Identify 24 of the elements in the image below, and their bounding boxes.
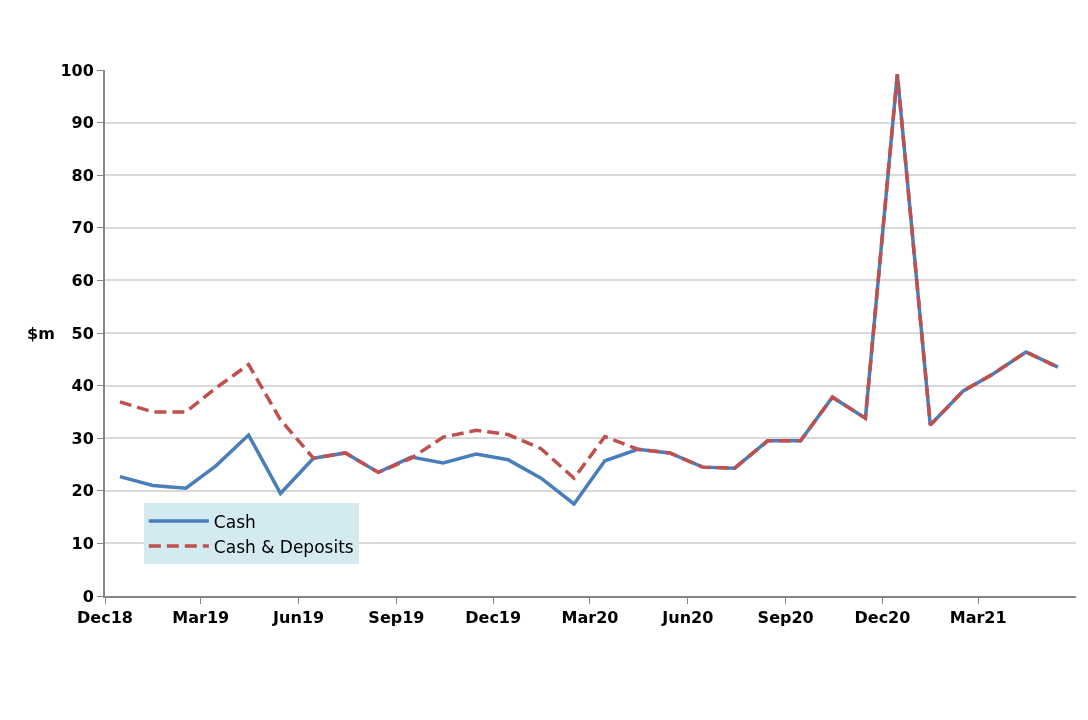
x-tick-label: Mar19 — [172, 608, 230, 628]
y-axis-title: $m — [27, 324, 55, 343]
x-tick-label: Mar21 — [949, 608, 1007, 628]
y-tick-label: 0 — [82, 586, 94, 606]
y-tick-label: 90 — [71, 113, 94, 133]
y-tick-label: 20 — [71, 481, 94, 501]
x-tick-label: Sep20 — [757, 608, 814, 628]
legend-label: Cash — [213, 511, 256, 532]
y-tick-label: 70 — [71, 218, 94, 238]
x-tick-label: Jun19 — [272, 608, 325, 628]
y-tick-label: 100 — [60, 60, 94, 80]
y-tick-label: 10 — [71, 534, 94, 553]
x-tick-label: Dec18 — [77, 608, 133, 628]
legend-label: Cash & Deposits — [213, 536, 354, 557]
x-tick-label: Mar20 — [561, 608, 619, 628]
y-tick-label: 40 — [71, 376, 94, 396]
y-tick-label: 50 — [71, 323, 94, 343]
y-tick-label: 60 — [71, 271, 94, 290]
x-tick-label: Sep19 — [368, 608, 425, 628]
x-tick-label: Jun20 — [661, 608, 714, 628]
x-tick-label: Dec20 — [854, 608, 911, 628]
y-tick-label: 80 — [71, 165, 94, 185]
y-tick-label: 30 — [71, 428, 94, 448]
x-tick-label: Dec19 — [465, 608, 522, 628]
